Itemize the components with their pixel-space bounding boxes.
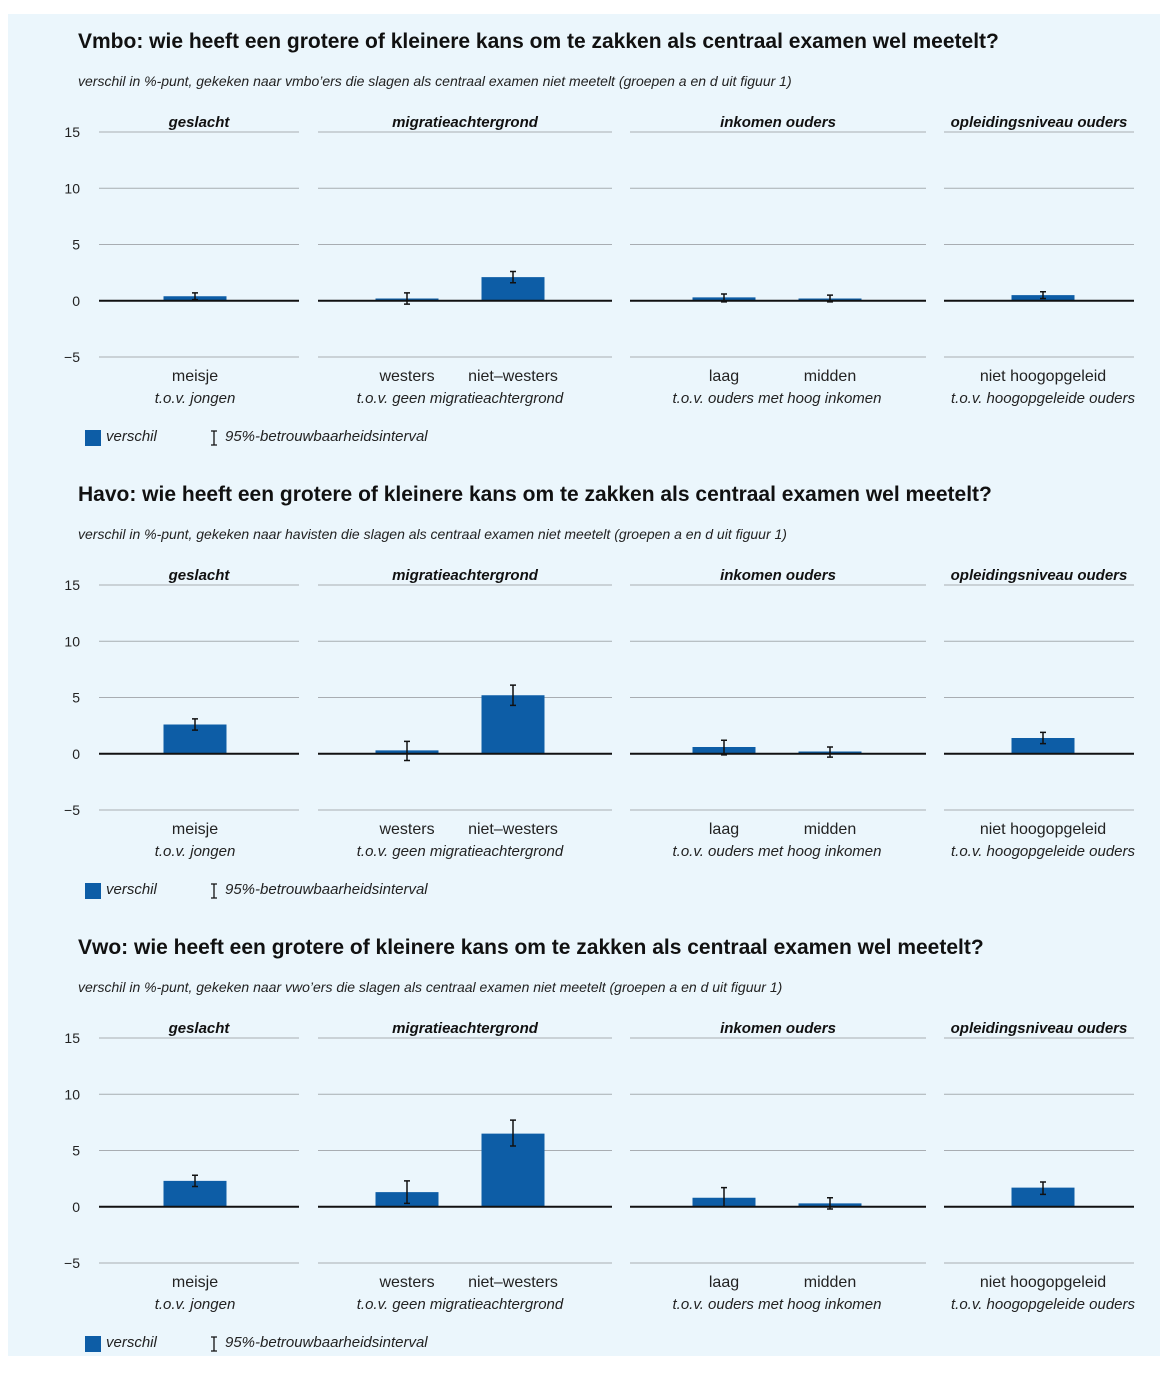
reference-label: t.o.v. geen migratieachtergrond <box>357 1296 564 1313</box>
y-tick-label: −5 <box>64 1255 80 1271</box>
legend-bar-swatch <box>85 1336 101 1352</box>
legend-bar-label: verschil <box>106 881 157 898</box>
reference-label: t.o.v. hoogopgeleide ouders <box>951 390 1136 407</box>
y-tick-label: 0 <box>72 746 80 762</box>
y-tick-label: 10 <box>64 633 80 649</box>
group-title: opleidingsniveau ouders <box>951 567 1128 584</box>
y-tick-label: 15 <box>64 124 80 140</box>
error-bar <box>404 740 410 762</box>
error-bar <box>510 270 516 284</box>
group-title: geslacht <box>168 567 231 584</box>
reference-label: t.o.v. jongen <box>155 390 236 407</box>
category-label: westers <box>378 1274 434 1291</box>
y-tick-label: 5 <box>72 690 80 706</box>
category-label: niet–westers <box>468 821 558 838</box>
category-label: niet hoogopgeleid <box>980 368 1106 385</box>
figure-canvas: Vmbo: wie heeft een grotere of kleinere … <box>8 14 1160 1356</box>
category-label: niet–westers <box>468 1274 558 1291</box>
error-bar <box>404 1180 410 1205</box>
category-label: meisje <box>172 821 218 838</box>
error-bar <box>192 292 198 301</box>
error-bar <box>192 1174 198 1188</box>
y-tick-label: 10 <box>64 1086 80 1102</box>
y-tick-label: 0 <box>72 1199 80 1215</box>
bar <box>481 277 545 301</box>
y-tick-label: 15 <box>64 1030 80 1046</box>
category-label: laag <box>709 368 739 385</box>
error-bar <box>1040 1181 1046 1196</box>
panel-subtitle: verschil in %-punt, gekeken naar vmbo’er… <box>78 73 792 89</box>
legend-ci-label: 95%-betrouwbaarheidsinterval <box>225 428 428 445</box>
panel-subtitle: verschil in %-punt, gekeken naar vwo’ers… <box>78 979 783 995</box>
group-title: geslacht <box>168 1020 231 1037</box>
reference-label: t.o.v. hoogopgeleide ouders <box>951 843 1136 860</box>
y-tick-label: 5 <box>72 237 80 253</box>
error-bar-icon <box>211 883 217 899</box>
panel-title: Vmbo: wie heeft een grotere of kleinere … <box>78 30 999 53</box>
category-label: meisje <box>172 368 218 385</box>
group-title: geslacht <box>168 114 231 131</box>
panel-title: Vwo: wie heeft een grotere of kleinere k… <box>78 936 984 959</box>
y-tick-label: 0 <box>72 293 80 309</box>
panel-subtitle: verschil in %-punt, gekeken naar haviste… <box>78 526 787 542</box>
group-title: opleidingsniveau ouders <box>951 1020 1128 1037</box>
panel-title: Havo: wie heeft een grotere of kleinere … <box>78 483 992 506</box>
legend-bar-swatch <box>85 430 101 446</box>
category-label: midden <box>804 368 856 385</box>
chart-panel-vmbo: Vmbo: wie heeft een grotere of kleinere … <box>8 14 1160 467</box>
y-tick-label: 15 <box>64 577 80 593</box>
legend-bar-swatch <box>85 883 101 899</box>
group-title: inkomen ouders <box>720 567 836 584</box>
reference-label: t.o.v. geen migratieachtergrond <box>357 843 564 860</box>
error-bar <box>510 684 516 707</box>
error-bar <box>510 1119 516 1147</box>
category-label: midden <box>804 1274 856 1291</box>
group-title: opleidingsniveau ouders <box>951 114 1128 131</box>
reference-label: t.o.v. jongen <box>155 1296 236 1313</box>
category-label: niet hoogopgeleid <box>980 1274 1106 1291</box>
error-bar <box>1040 291 1046 300</box>
bar-chart: 15 10 5 0 −5 geslacht meisje t.o.v. jongen migra… <box>64 114 1136 407</box>
group-title: inkomen ouders <box>720 1020 836 1037</box>
reference-label: t.o.v. ouders met hoog inkomen <box>672 1296 881 1313</box>
legend-bar-label: verschil <box>106 1334 157 1351</box>
chart-panel-vwo: Vwo: wie heeft een grotere of kleinere k… <box>8 920 1160 1373</box>
y-tick-label: −5 <box>64 349 80 365</box>
y-tick-label: 5 <box>72 1143 80 1159</box>
error-bar <box>192 718 198 731</box>
bar-chart: 15 10 5 0 −5 geslacht meisje t.o.v. jongen migra… <box>64 1020 1136 1313</box>
category-label: meisje <box>172 1274 218 1291</box>
y-tick-label: −5 <box>64 802 80 818</box>
legend-ci-label: 95%-betrouwbaarheidsinterval <box>225 881 428 898</box>
error-bar <box>827 746 833 758</box>
category-label: westers <box>378 368 434 385</box>
bar <box>1011 738 1075 754</box>
error-bar <box>404 292 410 305</box>
reference-label: t.o.v. ouders met hoog inkomen <box>672 390 881 407</box>
reference-label: t.o.v. ouders met hoog inkomen <box>672 843 881 860</box>
group-title: migratieachtergrond <box>392 1020 539 1037</box>
reference-label: t.o.v. hoogopgeleide ouders <box>951 1296 1136 1313</box>
reference-label: t.o.v. geen migratieachtergrond <box>357 390 564 407</box>
error-bar <box>1040 731 1046 745</box>
group-title: migratieachtergrond <box>392 114 539 131</box>
error-bar-icon <box>211 430 217 446</box>
y-tick-label: 10 <box>64 180 80 196</box>
reference-label: t.o.v. jongen <box>155 843 236 860</box>
legend-ci-label: 95%-betrouwbaarheidsinterval <box>225 1334 428 1351</box>
category-label: midden <box>804 821 856 838</box>
category-label: westers <box>378 821 434 838</box>
group-title: migratieachtergrond <box>392 567 539 584</box>
group-title: inkomen ouders <box>720 114 836 131</box>
category-label: laag <box>709 821 739 838</box>
error-bar-icon <box>211 1336 217 1352</box>
category-label: laag <box>709 1274 739 1291</box>
chart-panel-havo: Havo: wie heeft een grotere of kleinere … <box>8 467 1160 920</box>
category-label: niet–westers <box>468 368 558 385</box>
legend-bar-label: verschil <box>106 428 157 445</box>
bar <box>1011 1187 1075 1207</box>
category-label: niet hoogopgeleid <box>980 821 1106 838</box>
error-bar <box>721 739 727 756</box>
bar-chart: 15 10 5 0 −5 geslacht meisje t.o.v. jongen migra… <box>64 567 1136 860</box>
